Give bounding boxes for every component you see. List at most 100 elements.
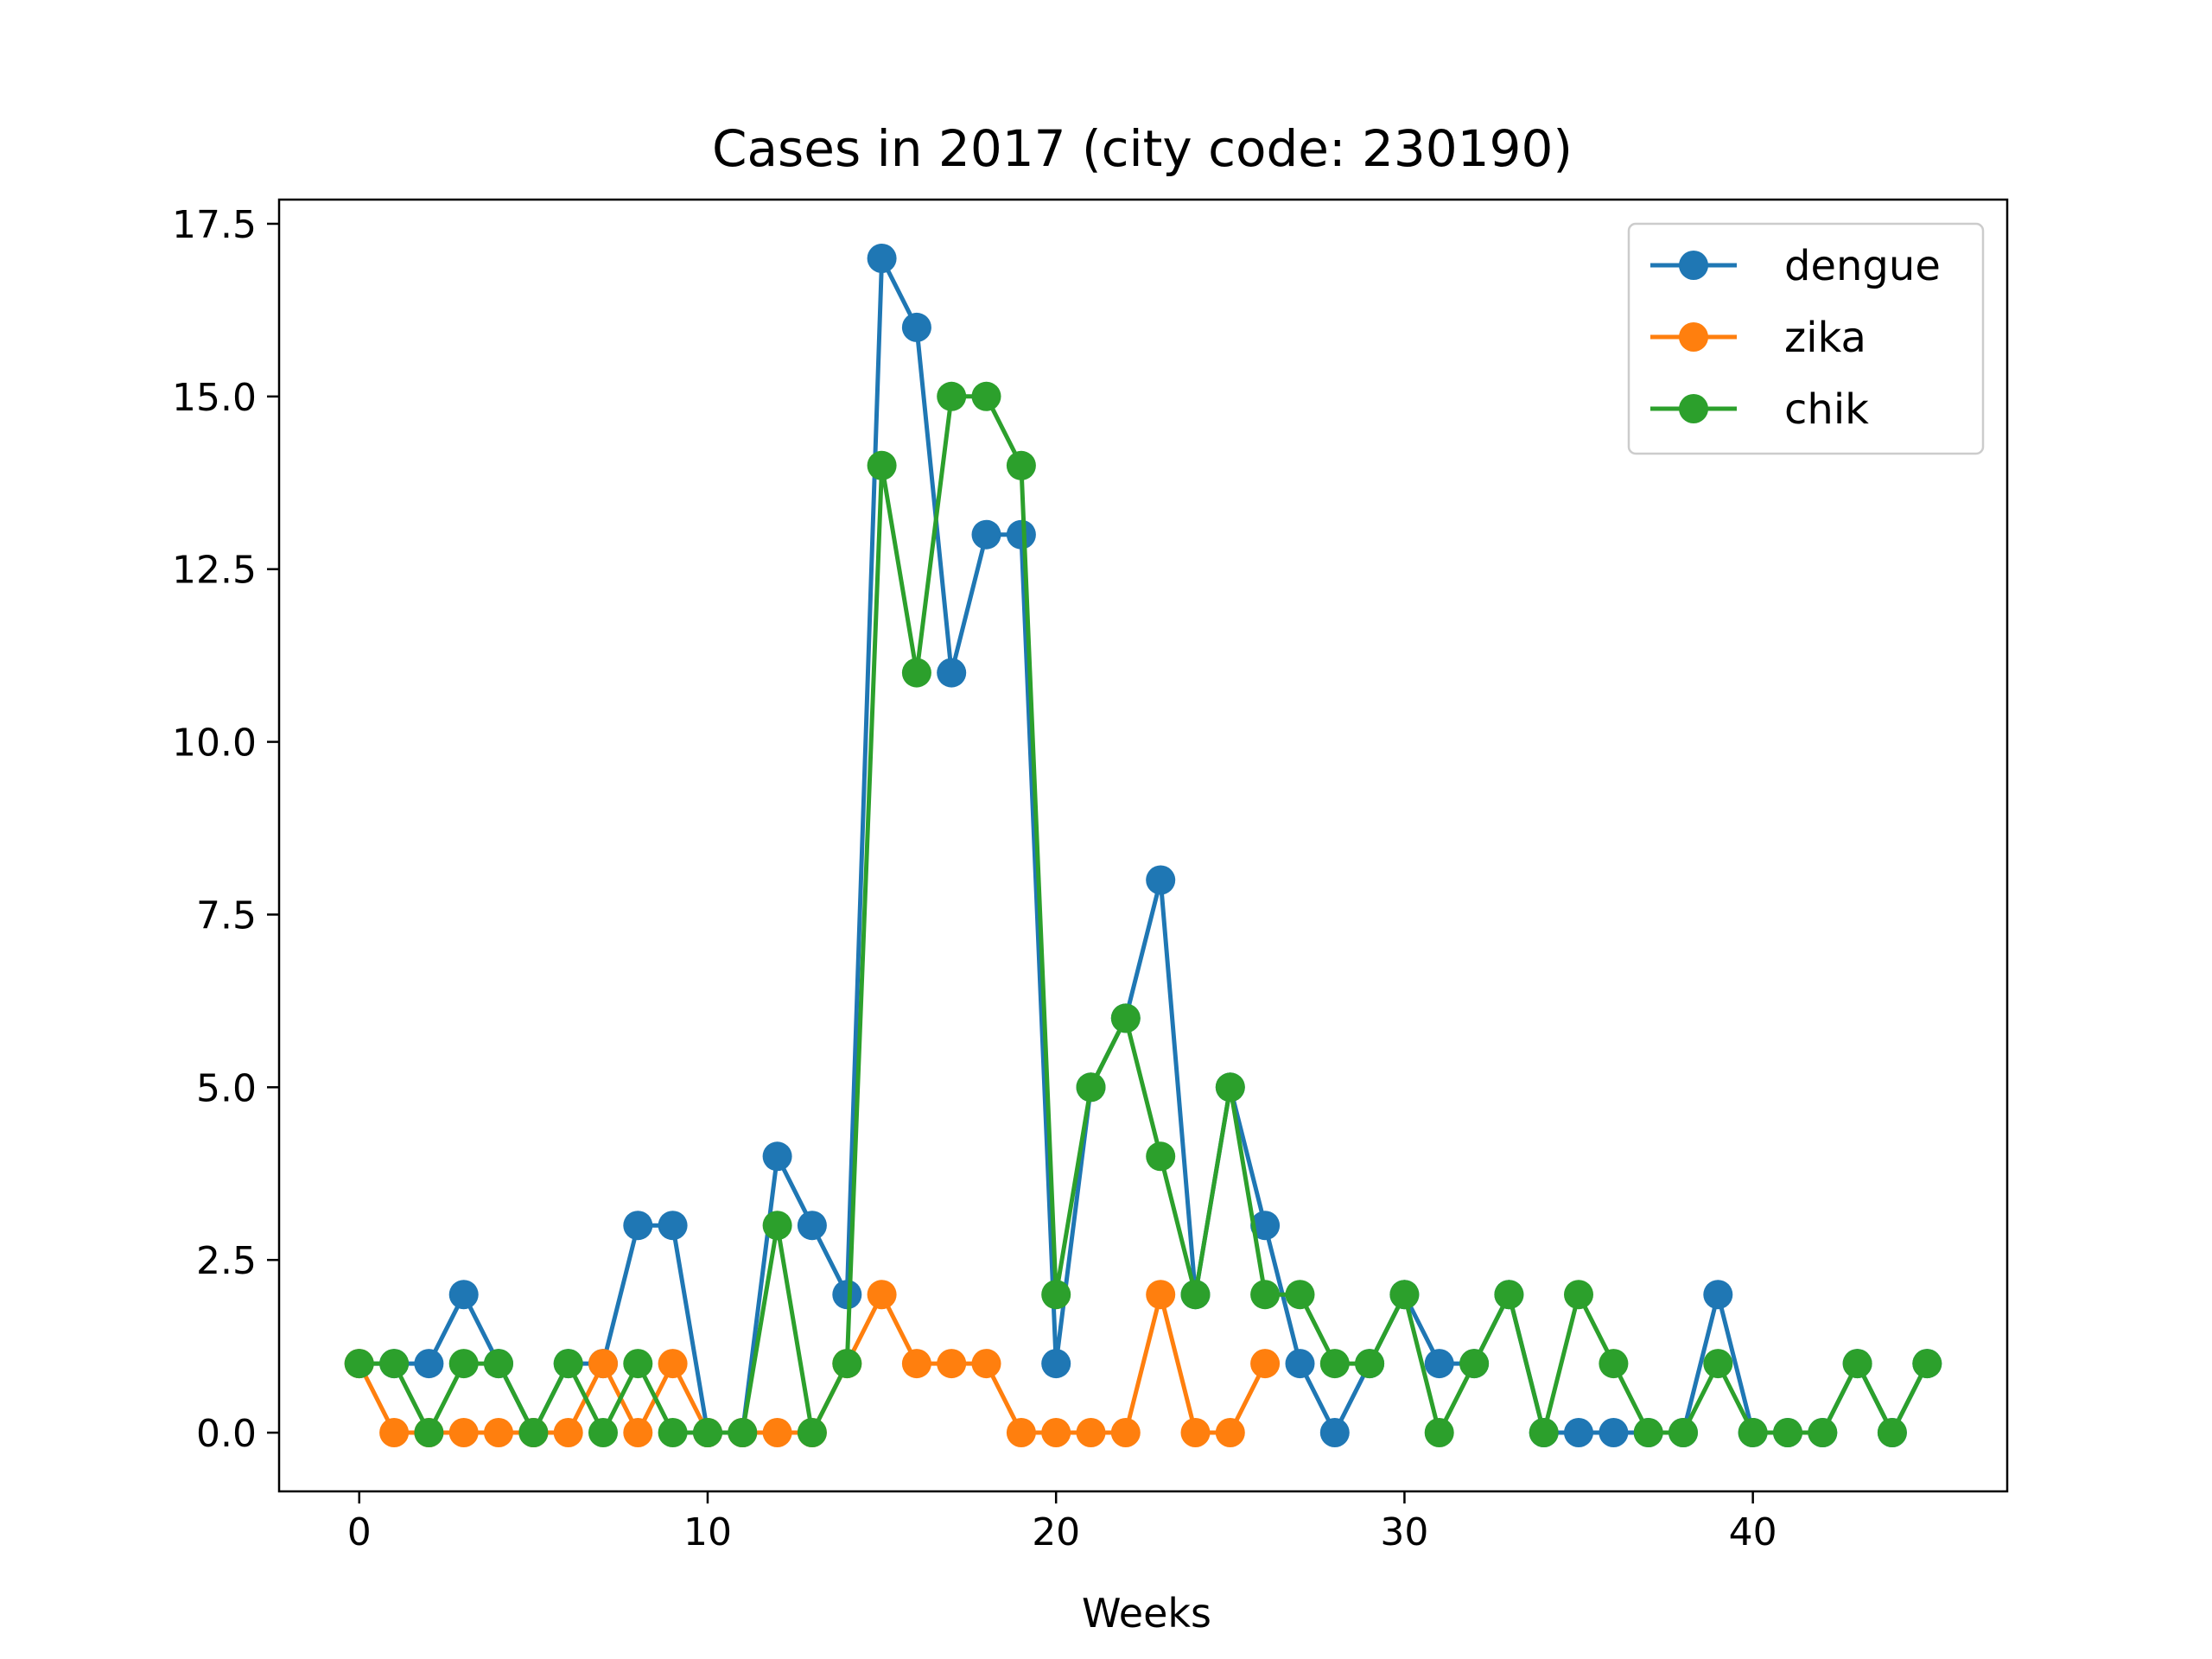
data-point-chik <box>1389 1280 1420 1310</box>
data-point-zika <box>448 1418 479 1447</box>
data-point-chik <box>1355 1349 1385 1379</box>
axes-frame <box>277 198 2009 1493</box>
data-point-zika <box>588 1349 618 1379</box>
x-tick-label: 20 <box>1032 1510 1080 1554</box>
data-point-chik <box>1076 1072 1106 1103</box>
series-line-chik <box>357 394 1929 1435</box>
data-point-chik <box>588 1418 618 1447</box>
data-point-chik <box>518 1418 549 1447</box>
data-point-chik <box>1633 1418 1663 1447</box>
legend-box <box>1627 222 1985 455</box>
data-point-chik <box>379 1349 410 1379</box>
data-point-chik <box>1250 1280 1281 1310</box>
data-point-zika <box>1215 1418 1245 1447</box>
legend-label-chik: chik <box>1784 385 1869 434</box>
data-point-chik <box>658 1418 688 1447</box>
data-point-chik <box>1808 1418 1838 1447</box>
data-point-dengue <box>658 1211 688 1241</box>
data-point-dengue <box>1146 865 1176 895</box>
data-point-chik <box>1703 1349 1733 1379</box>
data-point-chik <box>1842 1349 1872 1379</box>
data-point-chik <box>797 1418 827 1447</box>
data-point-chik <box>1319 1349 1350 1379</box>
data-point-dengue <box>1250 1211 1281 1241</box>
series-chik <box>344 381 1942 1447</box>
legend-marker-zika <box>1679 322 1708 352</box>
data-point-chik <box>1285 1280 1315 1310</box>
data-point-dengue <box>1041 1349 1071 1379</box>
data-point-dengue <box>971 519 1001 550</box>
data-point-zika <box>762 1418 792 1447</box>
data-point-dengue <box>1424 1349 1454 1379</box>
legend-marker-chik <box>1679 394 1708 423</box>
data-point-chik <box>553 1349 583 1379</box>
data-point-chik <box>1912 1349 1942 1379</box>
data-point-chik <box>1459 1349 1490 1379</box>
data-point-zika <box>553 1418 583 1447</box>
y-tick-label: 15.0 <box>172 376 257 420</box>
data-point-zika <box>1110 1418 1141 1447</box>
data-point-zika <box>1250 1349 1281 1379</box>
data-point-zika <box>1006 1418 1036 1447</box>
data-point-chik <box>1773 1418 1802 1447</box>
data-point-chik <box>762 1211 792 1241</box>
data-point-chik <box>1110 1003 1141 1033</box>
data-point-zika <box>867 1280 897 1310</box>
data-point-zika <box>379 1418 410 1447</box>
data-point-dengue <box>623 1211 653 1241</box>
y-tick-label: 7.5 <box>196 893 257 938</box>
data-point-zika <box>1076 1418 1106 1447</box>
data-point-chik <box>484 1349 513 1379</box>
data-point-zika <box>901 1349 931 1379</box>
x-axis-label: Weeks <box>1082 1590 1211 1637</box>
plot-area <box>344 244 1942 1447</box>
data-point-dengue <box>1006 519 1036 550</box>
legend-label-zika: zika <box>1784 314 1866 362</box>
data-point-chik <box>1180 1280 1211 1310</box>
data-point-chik <box>414 1418 444 1447</box>
y-tick-label: 2.5 <box>196 1239 257 1283</box>
y-tick-label: 5.0 <box>196 1066 257 1110</box>
data-point-chik <box>1599 1349 1629 1379</box>
axes: 0 10 20 30 40 0.0 2.5 5.0 7.5 10.0 12.5 15.0 17.5 <box>172 198 2009 1554</box>
data-point-zika <box>658 1349 688 1379</box>
data-point-chik <box>1494 1280 1524 1310</box>
data-point-chik <box>1215 1072 1245 1103</box>
y-tick-label: 12.5 <box>172 549 257 593</box>
data-point-chik <box>901 658 931 688</box>
y-tick-label: 17.5 <box>172 203 257 247</box>
data-point-zika <box>1180 1418 1211 1447</box>
data-point-chik <box>344 1349 374 1379</box>
data-point-chik <box>1738 1418 1768 1447</box>
data-point-chik <box>448 1349 479 1379</box>
data-point-chik <box>693 1418 722 1447</box>
data-point-dengue <box>937 658 967 688</box>
data-point-dengue <box>797 1211 827 1241</box>
data-point-zika <box>971 1349 1001 1379</box>
x-tick-label: 10 <box>683 1510 732 1554</box>
data-point-dengue <box>867 244 897 273</box>
data-point-chik <box>728 1418 758 1447</box>
data-point-chik <box>623 1349 653 1379</box>
data-point-chik <box>1041 1280 1071 1310</box>
data-point-dengue <box>1564 1418 1593 1447</box>
x-tick-label: 0 <box>347 1510 372 1554</box>
data-point-chik <box>1006 450 1036 480</box>
data-point-chik <box>1529 1418 1559 1447</box>
data-point-dengue <box>762 1141 792 1172</box>
data-point-zika <box>1041 1418 1071 1447</box>
data-point-chik <box>1146 1141 1176 1172</box>
data-point-dengue <box>1319 1418 1350 1447</box>
data-point-chik <box>1424 1418 1454 1447</box>
data-point-zika <box>623 1418 653 1447</box>
data-point-chik <box>971 381 1001 411</box>
data-point-dengue <box>901 312 931 342</box>
data-point-zika <box>484 1418 513 1447</box>
legend-label-dengue: dengue <box>1784 242 1941 290</box>
data-point-chik <box>1669 1418 1698 1447</box>
legend: dengue zika chik <box>1627 222 1985 455</box>
x-tick-label: 30 <box>1380 1510 1428 1554</box>
data-point-dengue <box>1703 1280 1733 1310</box>
data-point-zika <box>937 1349 967 1379</box>
